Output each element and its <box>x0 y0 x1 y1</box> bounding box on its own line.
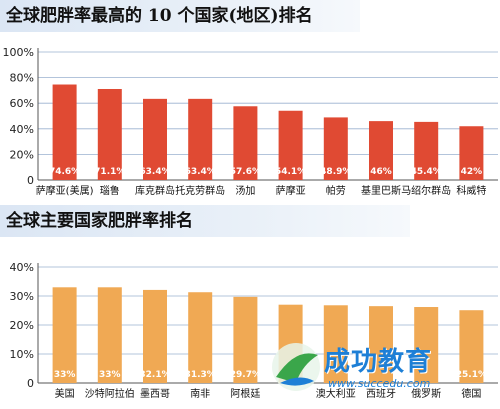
y-tick-label: 80% <box>10 72 34 85</box>
data-label: 29.7% <box>230 370 261 380</box>
category-label: 萨摩亚 <box>276 184 306 197</box>
data-label: 48.9% <box>320 167 351 177</box>
y-tick-label: 40% <box>10 261 34 274</box>
bar <box>143 289 167 383</box>
data-label: 33% <box>99 370 121 380</box>
bar <box>369 306 393 383</box>
chart-title: 全球主要国家肥胖率排名 <box>0 205 410 237</box>
data-label: 71.1% <box>94 167 125 177</box>
bar <box>459 126 484 180</box>
category-label: 科威特 <box>456 184 486 197</box>
data-label: 33% <box>54 370 76 380</box>
data-label: 31.3% <box>185 370 216 380</box>
category-label: 基里巴斯 <box>361 184 401 197</box>
chart-panel-top: 全球肥胖率最高的 10 个国家(地区)排名 0 20% 40% 60% 80% 100% 7… <box>0 0 498 197</box>
bar <box>459 310 484 383</box>
data-label: 45.4% <box>411 167 442 177</box>
category-label: 库克群岛 <box>135 184 175 197</box>
watermark-logo: 成功教育 www.succedu.com <box>264 333 500 409</box>
bar <box>52 84 77 180</box>
data-label: 25.1% <box>456 370 487 380</box>
data-label: 57.6% <box>230 167 261 177</box>
y-tick-label: 20% <box>10 319 34 332</box>
data-label: 54.1% <box>275 167 306 177</box>
data-label: 42% <box>461 167 483 177</box>
category-label: 汤加 <box>235 184 255 197</box>
y-tick-label: 30% <box>10 290 34 303</box>
bar <box>414 307 439 383</box>
y-tick-label: 60% <box>10 97 34 110</box>
watermark-url: www.succedu.com <box>328 377 431 390</box>
bar <box>323 305 348 383</box>
bar <box>233 296 258 383</box>
bar <box>414 121 439 180</box>
y-tick-label: 100% <box>3 46 34 59</box>
category-label: 托克劳群岛 <box>175 184 225 197</box>
category-label: 瑙鲁 <box>100 184 120 197</box>
category-label: 墨西哥 <box>140 388 170 400</box>
category-label: 沙特阿拉伯 <box>85 387 135 400</box>
category-label: 阿根廷 <box>230 387 260 400</box>
y-tick-label: 10% <box>10 348 34 361</box>
category-label: 帕劳 <box>326 184 346 197</box>
bar <box>278 110 303 180</box>
data-label: 32.1% <box>139 370 170 380</box>
category-label: 德国 <box>461 387 481 400</box>
bar <box>323 117 348 180</box>
y-tick-label: 0 <box>27 377 34 390</box>
bar <box>52 287 77 383</box>
y-tick-label: 0 <box>27 174 34 187</box>
data-label: 63.4% <box>139 167 170 177</box>
category-label: 南非 <box>190 387 210 400</box>
y-tick-label: 20% <box>10 148 34 161</box>
bar <box>97 287 122 383</box>
bar <box>97 88 122 180</box>
y-tick-label: 40% <box>10 123 34 136</box>
bar <box>143 98 167 180</box>
bar <box>233 106 258 180</box>
bar <box>188 98 213 180</box>
category-label: 澳大利亚 <box>316 387 356 400</box>
chart-panel-bottom: 全球主要国家肥胖率排名 0 10% 20% 30% 40% 33% 美国 33% 沙特阿拉伯 32… <box>0 205 500 409</box>
logo-icon <box>272 343 320 391</box>
bar-chart-top: 0 20% 40% 60% 80% 100% 74.6% 萨摩亚(美属)71.1% 瑙鲁 63.4… <box>3 46 498 197</box>
category-label: 萨摩亚(美属) <box>36 184 94 197</box>
chart-title: 全球肥胖率最高的 10 个国家(地区)排名 <box>0 0 360 32</box>
data-label: 74.6% <box>49 167 80 177</box>
bar <box>188 292 213 383</box>
data-label: 63.4% <box>185 167 216 177</box>
category-label: 俄罗斯 <box>411 387 441 400</box>
category-label: 美国 <box>55 387 75 400</box>
category-label: 西班牙 <box>366 388 396 400</box>
category-label: 马绍尔群岛 <box>401 184 451 197</box>
bar <box>369 121 393 180</box>
watermark-text: 成功教育 <box>324 347 433 377</box>
data-label: 46% <box>370 167 392 177</box>
bar-chart-bottom: 0 10% 20% 30% 40% 33% 美国 33% 沙特阿拉伯 32.1% 墨西哥 31.3% 南… <box>10 261 498 400</box>
